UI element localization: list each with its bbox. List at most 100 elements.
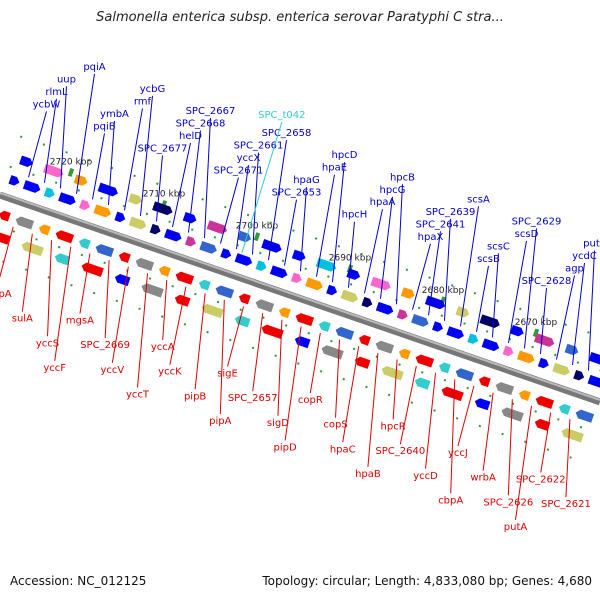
forward-gene-label-leader [475,265,489,332]
reverse-gene-label: sigD [267,418,289,429]
forward-gene-feature [152,201,173,216]
reverse-gene-label-leader [137,273,149,388]
forward-gene-feature [290,272,302,284]
reverse-gene-feature [135,257,155,271]
reverse-gene-feature [375,340,395,354]
scale-label: 2690 kbp [329,254,372,264]
forward-gene-label-leader [283,199,297,266]
forward-gene-label-leader [315,174,335,277]
forward-gene-feature [370,276,391,291]
forward-gene-feature [79,199,91,210]
forward-gene-feature [552,362,570,376]
reverse-gene-feature [478,376,491,388]
reverse-gene-feature [215,285,235,299]
forward-gene-label-leader [507,240,527,344]
forward-gene-feature [199,240,217,254]
reverse-gene-label: hpaC [330,444,356,455]
reverse-gene-label: wrbA [470,473,496,484]
reverse-gene-label: yccV [100,365,124,376]
reverse-gene-feature [561,428,584,443]
forward-gene-label-leader [363,209,383,294]
reverse-gene-label: SPC_2622 [516,475,566,486]
forward-gene-label: ycbG [140,84,166,95]
reverse-gene-label: yccF [43,363,66,374]
reverse-gene-feature [321,345,344,360]
reverse-gene-feature [534,418,551,431]
forward-gene-label: hpaA [370,197,396,208]
genome-backbone-highlight [0,192,600,401]
reverse-gene-label-leader [194,293,206,390]
forward-gene-feature [22,180,41,193]
reverse-gene-feature [201,303,224,319]
reverse-gene-feature [114,273,131,287]
genome-backbone [0,191,600,406]
track-guide [0,259,581,462]
forward-gene-label-leader [523,228,537,349]
forward-gene-label: ymbA [100,109,129,120]
forward-gene-label-leader [75,73,95,194]
reverse-gene-label: yccD [413,471,438,482]
forward-gene-label-leader [171,142,191,228]
reverse-gene-label: yccJ [448,448,468,459]
reverse-gene-label-leader [399,366,417,445]
reverse-gene-feature [158,265,171,277]
reverse-gene-label-leader [335,339,341,418]
reverse-gene-feature [234,315,251,328]
forward-gene-feature [291,249,306,262]
forward-gene-feature [73,174,88,186]
forward-gene-feature [182,211,197,224]
reverse-gene-label-leader [450,379,456,494]
reverse-gene-label: sulA [12,314,33,325]
forward-gene-label: rmf [134,96,152,107]
reverse-gene-feature [78,238,91,250]
forward-gene-feature [220,248,232,259]
reverse-gene-feature [38,224,51,236]
reverse-gene-label: hpcR [381,422,406,433]
forward-gene-feature [533,333,555,347]
forward-gene-label: SPC_2658 [262,128,312,139]
forward-gene-label-leader [395,184,403,305]
reverse-gene-feature [175,271,195,285]
forward-gene-label-leader [571,262,585,366]
forward-gene-feature [411,314,429,327]
accession-text: Accession: NC_012125 [10,574,147,588]
reverse-gene-feature [335,326,355,340]
forward-gene-label: uup [57,74,76,85]
reverse-gene-label-leader [252,313,264,392]
reverse-gene-feature [294,336,311,349]
track-guide [19,135,600,338]
forward-gene-feature [114,211,126,223]
reverse-gene-label-leader [482,392,494,471]
forward-gene-label-leader [219,177,239,244]
forward-gene-label-leader [459,206,479,327]
forward-gene-feature [375,301,394,315]
forward-gene-feature [509,324,524,337]
forward-gene-label: rlmL [45,87,68,98]
forward-gene-feature [149,223,161,235]
forward-gene-label-leader [91,133,105,200]
forward-gene-label: SPC_2628 [522,276,572,287]
reverse-gene-feature [518,390,531,401]
forward-gene-label-leader [587,250,595,371]
forward-gene-label: SPC_2668 [176,119,226,130]
forward-gene-label-leader [379,196,393,299]
forward-gene-label: ycbW [33,99,61,110]
forward-gene-label-leader [123,108,143,211]
forward-gene-feature [361,296,373,308]
reverse-gene-label-leader [515,405,533,520]
forward-gene-label-leader [555,275,575,360]
reverse-gene-label: pipA [209,416,231,427]
forward-gene-label: hpaE [322,163,347,174]
scale-tick [532,328,540,338]
forward-gene-feature [516,350,535,364]
reverse-gene-feature [398,348,411,360]
reverse-gene-label: yccA [151,342,175,353]
reverse-gene-label-leader [392,359,398,420]
scale-tick [67,168,75,177]
map-title: Salmonella enterica subsp. enterica sero… [96,10,504,25]
reverse-gene-feature [21,241,44,257]
forward-gene-label: SPC_2667 [186,106,236,117]
reverse-gene-label-leader [457,385,475,447]
reverse-gene-label: pipD [274,442,297,453]
